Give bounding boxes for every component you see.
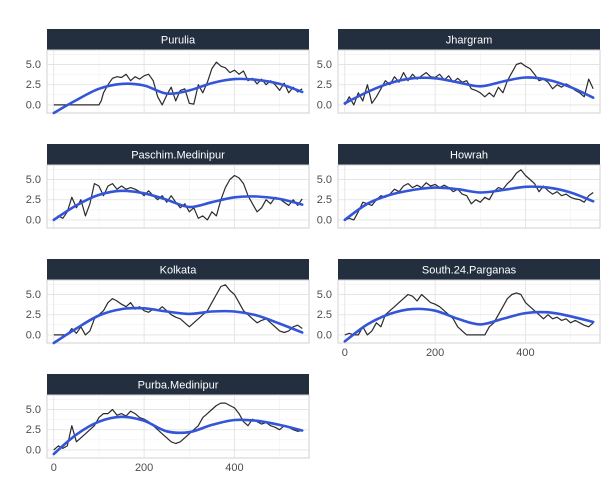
y-tick-label: 0.0 xyxy=(317,99,332,111)
y-tick-label: 5.0 xyxy=(26,59,41,71)
facet-panel-paschim-medinipur: Paschim.Medinipur 0.0 2.5 5.0 xyxy=(26,144,310,229)
plot-area xyxy=(46,394,310,459)
facet-strip xyxy=(47,259,309,280)
smooth-trend-line xyxy=(52,415,304,456)
y-tick-label: 5.0 xyxy=(317,289,332,301)
plot-area xyxy=(337,49,601,114)
raw-series-line xyxy=(53,61,303,106)
facet-strip-label: Paschim.Medinipur xyxy=(131,150,225,162)
y-tick-label: 5.0 xyxy=(26,174,41,186)
facet-panel-kolkata: Kolkata 0.0 2.5 5.0 xyxy=(26,259,310,345)
x-tick-label: 0 xyxy=(342,347,348,359)
facet-strip xyxy=(338,259,600,280)
facet-strip-label: Jhargram xyxy=(446,35,492,47)
facet-strip-label: Purulia xyxy=(161,35,196,47)
facet-panel-south-24-parganas: South.24.Parganas 0.0 2.5 5.0 0 200 400 xyxy=(317,259,601,359)
y-tick-label: 2.5 xyxy=(26,309,41,321)
facet-strip xyxy=(338,29,600,50)
y-tick-label: 2.5 xyxy=(26,79,41,91)
x-tick-label: 200 xyxy=(135,462,153,474)
y-tick-label: 0.0 xyxy=(26,99,41,111)
y-tick-label: 0.0 xyxy=(317,329,332,341)
x-tick-label: 400 xyxy=(516,347,534,359)
y-tick-label: 5.0 xyxy=(26,289,41,301)
smooth-trend-line xyxy=(52,306,304,345)
y-tick-label: 5.0 xyxy=(317,59,332,71)
smooth-trend-line xyxy=(52,77,304,115)
smooth-trend-line xyxy=(343,76,595,105)
smooth-trend-line xyxy=(343,307,595,343)
facet-panel-purulia: Purulia 0.0 2.5 5.0 xyxy=(26,29,310,115)
facet-strip-label: Howrah xyxy=(450,150,488,162)
x-tick-label: 0 xyxy=(51,462,57,474)
y-tick-label: 0.0 xyxy=(26,444,41,456)
y-tick-label: 5.0 xyxy=(26,404,41,416)
facet-panel-howrah: Howrah 0.0 2.5 5.0 xyxy=(317,144,601,229)
smooth-trend-line xyxy=(343,185,595,222)
x-tick-label: 200 xyxy=(426,347,444,359)
y-tick-label: 2.5 xyxy=(26,424,41,436)
facet-strip xyxy=(47,374,309,395)
x-tick-label: 400 xyxy=(225,462,243,474)
facet-strip-label: Purba.Medinipur xyxy=(138,380,219,392)
facet-strip xyxy=(47,144,309,165)
plot-area xyxy=(46,279,310,344)
y-tick-label: 2.5 xyxy=(317,79,332,91)
plot-area xyxy=(337,164,601,229)
facet-panel-purba-medinipur: Purba.Medinipur 0.0 2.5 5.0 0 200 400 xyxy=(26,374,310,474)
y-tick-label: 0.0 xyxy=(26,214,41,226)
smooth-trend-line xyxy=(52,189,304,222)
y-tick-label: 5.0 xyxy=(317,174,332,186)
facet-strip xyxy=(338,144,600,165)
y-tick-label: 2.5 xyxy=(26,194,41,206)
plot-area xyxy=(337,279,601,344)
facet-panel-jhargram: Jhargram 0.0 2.5 5.0 xyxy=(317,29,601,114)
facet-strip-label: Kolkata xyxy=(160,265,198,277)
y-tick-label: 0.0 xyxy=(317,214,332,226)
y-tick-label: 2.5 xyxy=(317,309,332,321)
facet-strip xyxy=(47,29,309,50)
y-tick-label: 0.0 xyxy=(26,329,41,341)
facet-strip-label: South.24.Parganas xyxy=(422,265,517,277)
y-tick-label: 2.5 xyxy=(317,194,332,206)
